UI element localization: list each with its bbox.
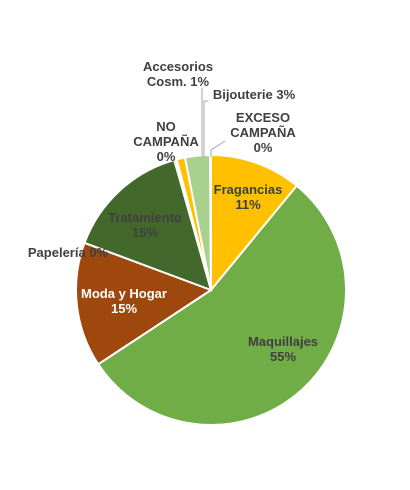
leader-line: [210, 140, 226, 157]
pie-slice-moda-y-hogar: [75, 241, 214, 366]
data-label-papelería: Papelería 0%: [28, 245, 109, 260]
pie-slice-tratamiento: [83, 158, 213, 292]
pie-slice-fragancias: [210, 153, 299, 293]
data-label-maquillajes: Maquillajes 55%: [248, 334, 318, 364]
data-label-no-campaña: NO CAMPAÑA 0%: [133, 119, 199, 164]
data-label-moda-y-hogar: Moda y Hogar 15%: [81, 286, 167, 316]
data-label-fragancias: Fragancias 11%: [214, 182, 283, 212]
leader-line: [203, 100, 208, 157]
pie-slice-maquillajes: [96, 184, 347, 426]
data-label-tratamiento: Tratamiento 15%: [108, 210, 182, 240]
data-label-accesorios-cosm-: Accesorios Cosm. 1%: [143, 59, 213, 89]
data-label-exceso-campaña: EXCESO CAMPAÑA 0%: [230, 110, 296, 155]
data-label-bijouterie: Bijouterie 3%: [213, 87, 296, 102]
pie-slice-exceso-campaña: [209, 153, 212, 291]
